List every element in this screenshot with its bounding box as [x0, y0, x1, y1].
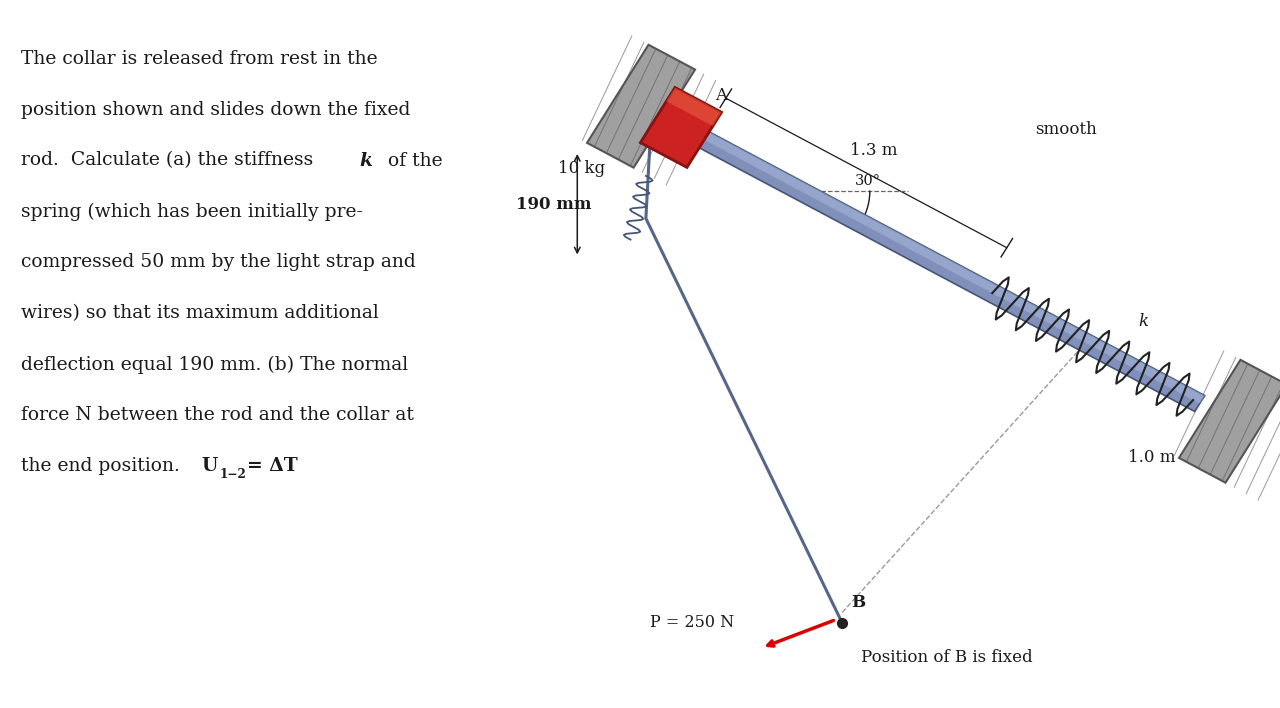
Text: the end position.: the end position.	[22, 457, 187, 475]
Text: 30°: 30°	[855, 174, 881, 188]
Text: B: B	[851, 595, 865, 612]
Text: 1−2: 1−2	[220, 468, 247, 481]
Text: 10 kg: 10 kg	[558, 161, 605, 178]
Polygon shape	[588, 45, 695, 168]
Text: 190 mm: 190 mm	[516, 195, 591, 212]
Text: U: U	[202, 457, 218, 475]
Text: of the: of the	[381, 152, 443, 169]
Text: Position of B is fixed: Position of B is fixed	[861, 649, 1033, 666]
Text: = ΔT: = ΔT	[247, 457, 297, 475]
Text: deflection equal 190 mm. (b) The normal: deflection equal 190 mm. (b) The normal	[22, 355, 408, 374]
Text: compressed 50 mm by the light strap and: compressed 50 mm by the light strap and	[22, 253, 416, 271]
Polygon shape	[667, 88, 722, 126]
Text: wires) so that its maximum additional: wires) so that its maximum additional	[22, 304, 379, 322]
Text: force N between the rod and the collar at: force N between the rod and the collar a…	[22, 406, 415, 424]
Polygon shape	[676, 120, 1204, 411]
Text: spring (which has been initially pre-: spring (which has been initially pre-	[22, 202, 364, 221]
Text: The collar is released from rest in the: The collar is released from rest in the	[22, 50, 378, 67]
Text: rod.  Calculate (a) the stiffness: rod. Calculate (a) the stiffness	[22, 152, 320, 169]
Text: smooth: smooth	[1036, 121, 1097, 138]
Polygon shape	[1179, 360, 1280, 483]
Text: k: k	[360, 152, 372, 169]
Text: A: A	[714, 86, 727, 103]
Text: position shown and slides down the fixed: position shown and slides down the fixed	[22, 101, 411, 118]
Text: 1.0 m: 1.0 m	[1128, 449, 1175, 466]
Polygon shape	[640, 88, 722, 167]
Polygon shape	[681, 120, 1204, 404]
Text: k: k	[1138, 313, 1148, 330]
Text: P = 250 N: P = 250 N	[650, 614, 735, 631]
Text: 1.3 m: 1.3 m	[850, 142, 897, 159]
